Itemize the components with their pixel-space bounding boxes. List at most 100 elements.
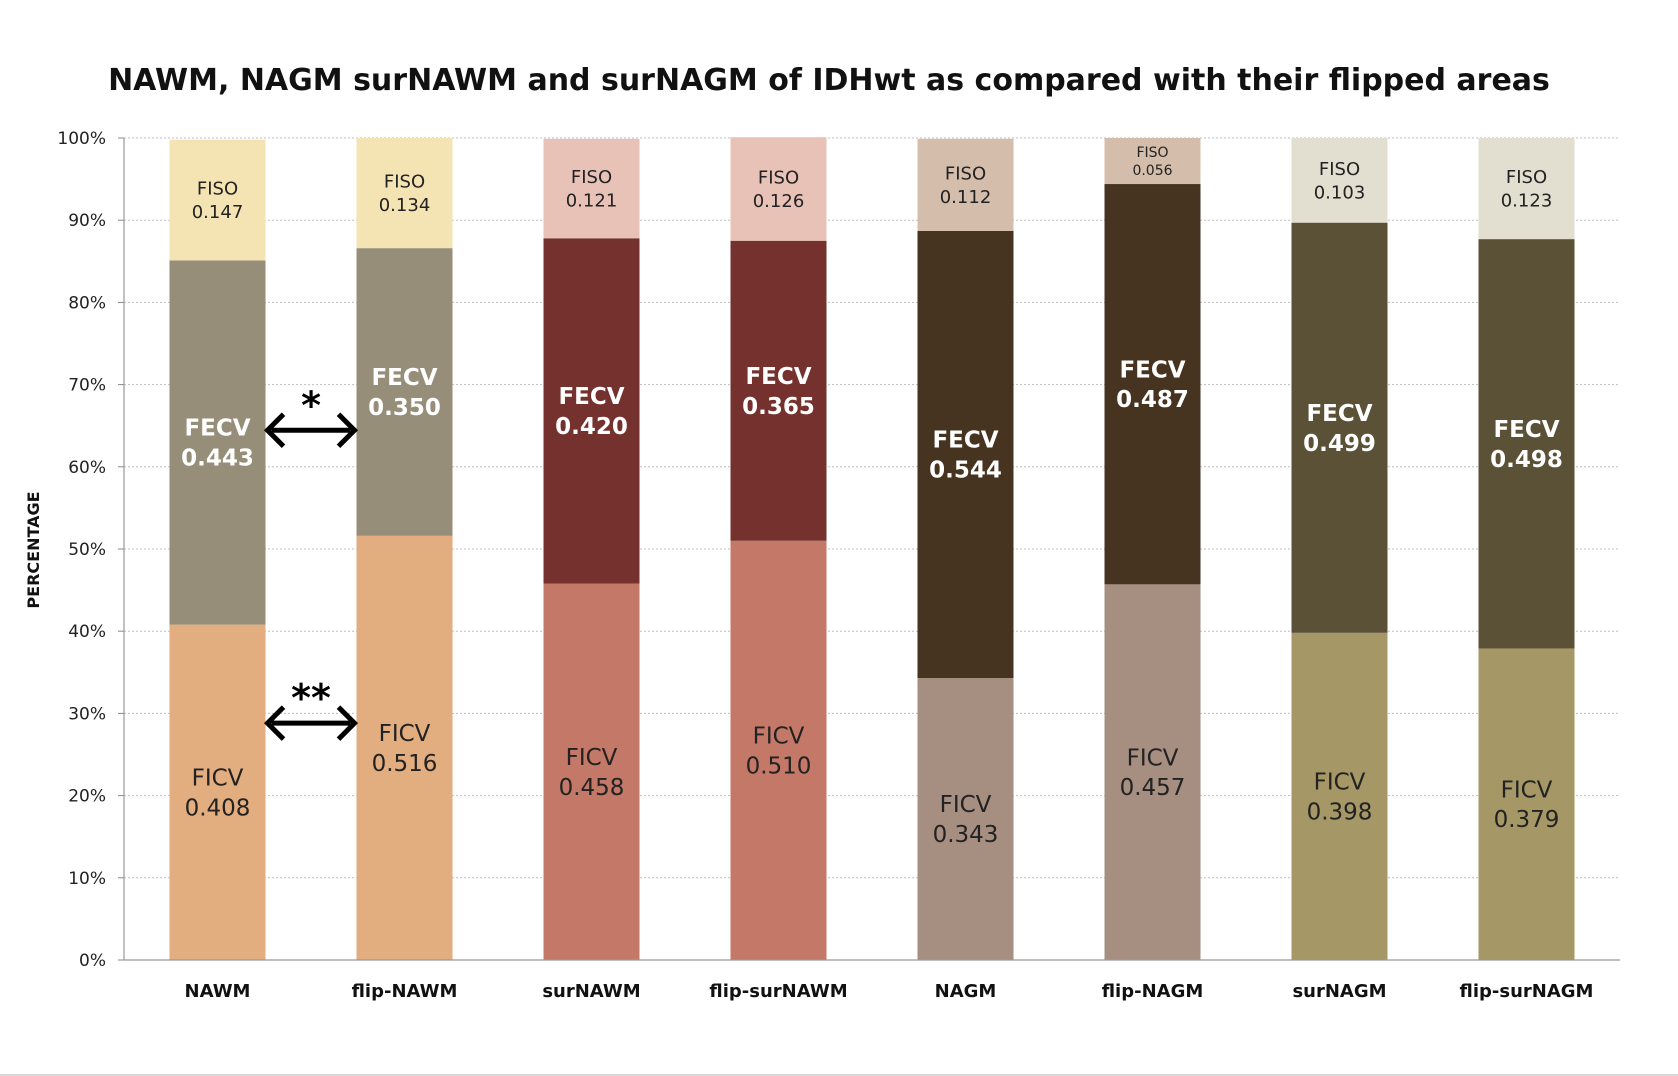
- gridlines: [124, 137, 1620, 879]
- segment-value-label: 0.457: [1120, 775, 1186, 801]
- segment-value-label: 0.420: [555, 414, 628, 440]
- segment-series-label: FICV: [192, 765, 244, 791]
- double-arrow: [263, 705, 359, 741]
- segment-value-label: 0.121: [566, 191, 618, 212]
- arrow-head-right: [336, 412, 359, 449]
- segment-value-label: 0.516: [372, 751, 438, 777]
- arrow-head-left: [263, 412, 286, 449]
- significance-marker: **: [291, 676, 331, 720]
- chart-title: NAWM, NAGM surNAWM and surNAGM of IDHwt …: [108, 63, 1550, 98]
- y-tick-label: 60%: [68, 458, 106, 478]
- bar-segment-fiso: [730, 137, 827, 241]
- segment-series-label: FECV: [1493, 417, 1559, 443]
- segment-value-label: 0.147: [192, 202, 244, 223]
- bar-segment-fiso: [356, 138, 453, 249]
- y-tick-label: 0%: [79, 951, 106, 971]
- segment-value-label: 0.134: [379, 195, 431, 216]
- segment-value-label: 0.379: [1494, 807, 1560, 833]
- bar-segment-fecv: [730, 240, 827, 541]
- segment-series-label: FISO: [1319, 159, 1360, 180]
- significance-marker: *: [301, 383, 321, 427]
- bar-segment-fecv: [543, 238, 640, 584]
- segment-series-label: FICV: [379, 721, 431, 747]
- segment-value-label: 0.443: [181, 446, 254, 472]
- segment-series-label: FECV: [371, 365, 437, 391]
- segment-series-label: FISO: [945, 163, 986, 184]
- segment-series-label: FECV: [932, 428, 998, 454]
- y-axis-label: PERCENTAGE: [24, 491, 43, 608]
- bar-segment-fiso: [543, 138, 640, 239]
- bar-segment-fecv: [169, 260, 266, 625]
- bar-segment-ficv: [1104, 584, 1201, 960]
- segment-series-label: FECV: [745, 364, 811, 390]
- segment-value-label: 0.544: [929, 457, 1002, 483]
- segment-value-label: 0.499: [1303, 431, 1376, 457]
- segment-series-label: FECV: [1119, 357, 1185, 383]
- bar-segment-fecv: [1478, 239, 1575, 649]
- segment-series-label: FICV: [753, 723, 805, 749]
- x-category-label: flip-surNAWM: [709, 981, 847, 1002]
- bar-segment-ficv: [356, 535, 453, 960]
- y-tick-label: 100%: [57, 129, 106, 149]
- segment-value-label: 0.365: [742, 394, 815, 420]
- bar-segment-fecv: [1291, 222, 1388, 633]
- segment-series-label: FECV: [558, 384, 624, 410]
- segment-value-label: 0.343: [933, 822, 999, 848]
- segment-value-label: 0.350: [368, 395, 441, 421]
- arrow-head-left: [263, 705, 286, 741]
- x-category-label: flip-NAWM: [352, 981, 458, 1002]
- bar-segment-ficv: [917, 678, 1014, 960]
- segment-series-label: FISO: [758, 168, 799, 189]
- bar-segment-fiso: [169, 139, 266, 261]
- segment-value-label: 0.123: [1501, 191, 1553, 212]
- bar-segment-fiso: [1104, 138, 1201, 185]
- y-tick-label: 70%: [68, 376, 106, 396]
- segment-value-label: 0.126: [753, 191, 805, 212]
- segment-series-label: FECV: [1306, 401, 1372, 427]
- segment-value-label: 0.408: [185, 795, 251, 821]
- bar-segment-fecv: [1104, 184, 1201, 585]
- segment-series-label: FICV: [566, 745, 618, 771]
- y-tick-label: 20%: [68, 787, 106, 807]
- segment-series-label: FISO: [384, 172, 425, 193]
- bar-segment-ficv: [169, 624, 266, 960]
- y-tick-label: 90%: [68, 211, 106, 231]
- x-category-label: flip-NAGM: [1102, 981, 1204, 1002]
- segment-series-label: FECV: [184, 416, 250, 442]
- bar-segment-ficv: [1291, 632, 1388, 960]
- segment-series-label: FICV: [1501, 777, 1553, 803]
- y-tick-label: 50%: [68, 540, 106, 560]
- x-category-label: flip-surNAGM: [1460, 981, 1594, 1002]
- bar-segment-fecv: [356, 248, 453, 536]
- bar-segment-fiso: [1478, 138, 1575, 240]
- segment-value-label: 0.498: [1490, 447, 1563, 473]
- segment-value-label: 0.056: [1132, 163, 1172, 179]
- y-tick-label: 80%: [68, 293, 106, 313]
- x-category-label: surNAGM: [1292, 981, 1386, 1002]
- segment-series-label: FISO: [197, 179, 238, 200]
- x-category-label: NAGM: [935, 981, 997, 1002]
- arrow-head-right: [336, 705, 359, 741]
- segment-series-label: FISO: [1506, 167, 1547, 188]
- segment-value-label: 0.398: [1307, 799, 1373, 825]
- segment-value-label: 0.487: [1116, 387, 1189, 413]
- segment-series-label: FISO: [571, 167, 612, 188]
- bar-segment-fiso: [917, 138, 1014, 231]
- segment-value-label: 0.458: [559, 775, 625, 801]
- segment-series-label: FICV: [940, 792, 992, 818]
- bar-segment-ficv: [1478, 648, 1575, 960]
- segment-series-label: FISO: [1136, 145, 1168, 161]
- y-tick-label: 40%: [68, 622, 106, 642]
- segment-series-label: FICV: [1314, 770, 1366, 796]
- bar-segment-fiso: [1291, 138, 1388, 223]
- y-tick-label: 10%: [68, 869, 106, 889]
- segment-value-label: 0.103: [1314, 182, 1366, 203]
- annotations: ***: [263, 383, 359, 741]
- bar-segment-fecv: [917, 230, 1014, 679]
- bar-segment-ficv: [543, 583, 640, 960]
- axes: 0% 10% 20% 30% 40% 50% 60% 70% 80% 90% 100% NAWM fli…: [57, 129, 1620, 1002]
- segment-series-label: FICV: [1127, 745, 1179, 771]
- x-category-label: surNAWM: [542, 981, 640, 1002]
